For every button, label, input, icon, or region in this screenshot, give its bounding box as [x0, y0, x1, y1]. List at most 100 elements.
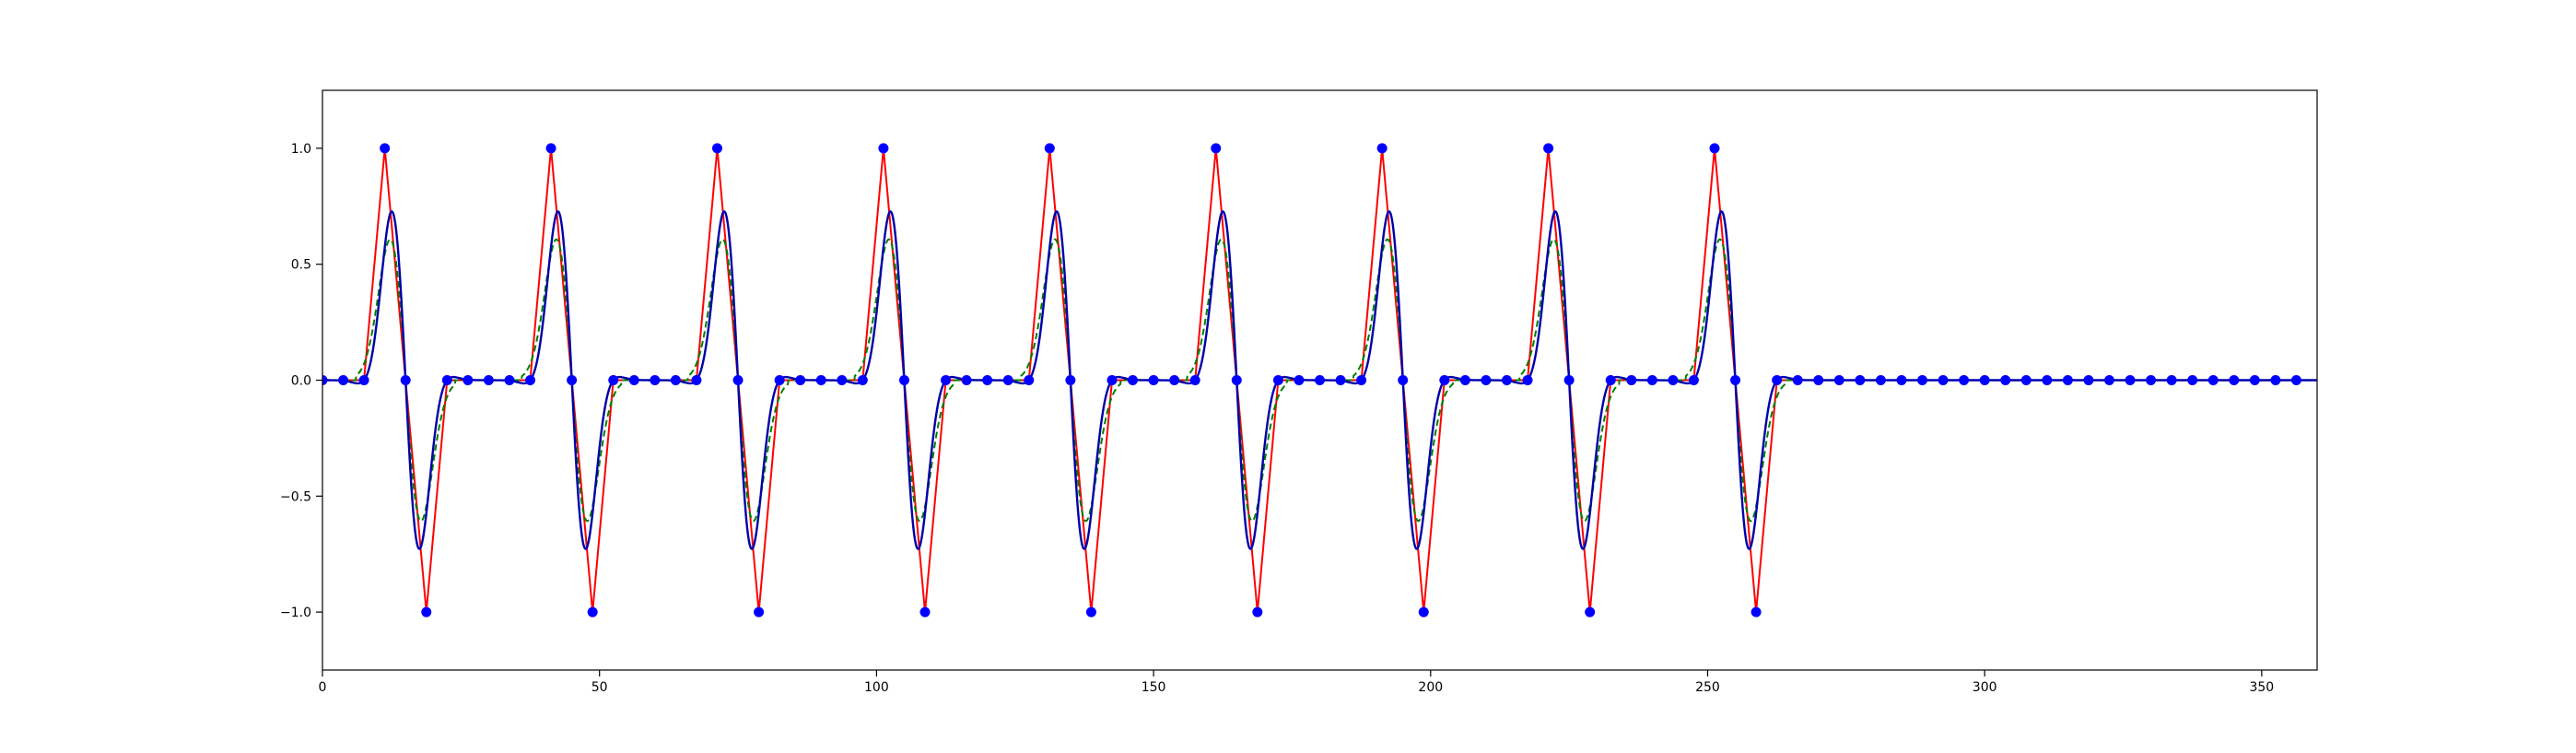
sample-point [711, 143, 722, 154]
sample-point [1189, 375, 1200, 385]
sample-point [1605, 375, 1616, 385]
sample-point [441, 375, 452, 385]
axis-ticks: 0 50 100 150 200 250 300 350 −1.0 −0.5 0.0 0.5 1.0 [280, 142, 2274, 695]
sample-point [608, 375, 619, 385]
sample-point [1543, 143, 1554, 154]
sample-point [1875, 375, 1886, 385]
sample-point [1730, 375, 1741, 385]
sample-point [1356, 375, 1367, 385]
y-tick-label: 0.5 [291, 258, 311, 273]
sample-point [670, 375, 681, 385]
sample-point [483, 375, 494, 385]
plot-area [322, 143, 2317, 618]
sample-point [1792, 375, 1803, 385]
sample-point [1917, 375, 1928, 385]
sample-point [1272, 375, 1283, 385]
sample-point [1169, 375, 1180, 385]
sample-point [338, 375, 349, 385]
sample-point [815, 375, 826, 385]
sample-point [837, 375, 848, 385]
sample-point [1315, 375, 1325, 385]
sample-point [878, 143, 889, 154]
sample-point [732, 375, 744, 385]
sample-point [1896, 375, 1907, 385]
sample-point [1231, 375, 1242, 385]
sample-point [2207, 375, 2219, 385]
sample-point [1044, 143, 1055, 154]
sample-point [1398, 375, 1409, 385]
sample-point [2062, 375, 2073, 385]
sample-point [1522, 375, 1533, 385]
sample-point [2083, 375, 2094, 385]
sample-point [1439, 375, 1450, 385]
sample-point [421, 606, 432, 618]
sample-point [1833, 375, 1844, 385]
sample-point [463, 375, 474, 385]
sample-point [754, 606, 765, 618]
sample-point [941, 375, 952, 385]
sample-point [1252, 606, 1263, 618]
sample-point [650, 375, 661, 385]
sample-point [1709, 143, 1720, 154]
sample-point [504, 375, 515, 385]
sample-point [919, 606, 931, 618]
y-tick-label: −0.5 [280, 489, 311, 504]
sample-point [1024, 375, 1035, 385]
x-tick-label: 200 [1418, 680, 1443, 695]
sample-point [358, 375, 369, 385]
axes-border [322, 89, 2318, 671]
sample-point [1294, 375, 1305, 385]
sample-point [2042, 375, 2053, 385]
sample-point [1128, 375, 1139, 385]
sample-point [2249, 375, 2260, 385]
sample-point [1626, 375, 1637, 385]
sample-point [1002, 375, 1013, 385]
sample-point [774, 375, 785, 385]
sample-point [1938, 375, 1949, 385]
sample-point [2125, 375, 2136, 385]
x-tick-label: 100 [864, 680, 889, 695]
sample-point [2270, 375, 2281, 385]
sample-point [545, 143, 556, 154]
sample-point [898, 375, 909, 385]
sample-point [1418, 606, 1429, 618]
sample-point [2020, 375, 2032, 385]
sample-point [1459, 375, 1470, 385]
sample-point [982, 375, 993, 385]
sample-point [691, 375, 702, 385]
sample-point [1148, 375, 1159, 385]
x-tick-label: 50 [591, 680, 608, 695]
sample-point [1688, 375, 1699, 385]
y-tick-label: −1.0 [280, 606, 311, 620]
sample-point [1563, 375, 1575, 385]
sample-point [380, 143, 391, 154]
sample-point [1085, 606, 1096, 618]
sample-point [2290, 375, 2301, 385]
x-tick-label: 150 [1142, 680, 1166, 695]
sample-point [1065, 375, 1076, 385]
sample-point [1646, 375, 1657, 385]
sample-point [1481, 375, 1492, 385]
x-tick-label: 0 [319, 680, 327, 695]
sample-point [2187, 375, 2198, 385]
x-tick-label: 350 [2249, 680, 2274, 695]
sample-point [2229, 375, 2240, 385]
sample-point [322, 375, 328, 385]
x-tick-label: 250 [1695, 680, 1720, 695]
sample-point [1668, 375, 1679, 385]
sample-point [2103, 375, 2114, 385]
x-tick-label: 300 [1973, 680, 1997, 695]
sample-point [1855, 375, 1866, 385]
sample-point [567, 375, 578, 385]
sample-point [961, 375, 972, 385]
sample-point [1979, 375, 1990, 385]
sample-point [587, 606, 598, 618]
sample-point [1501, 375, 1512, 385]
y-tick-label: 1.0 [291, 142, 311, 157]
sample-point [1959, 375, 1970, 385]
sample-point [1211, 143, 1222, 154]
sample-point [2166, 375, 2177, 385]
y-tick-label: 0.0 [291, 374, 311, 389]
sample-point [1751, 606, 1762, 618]
